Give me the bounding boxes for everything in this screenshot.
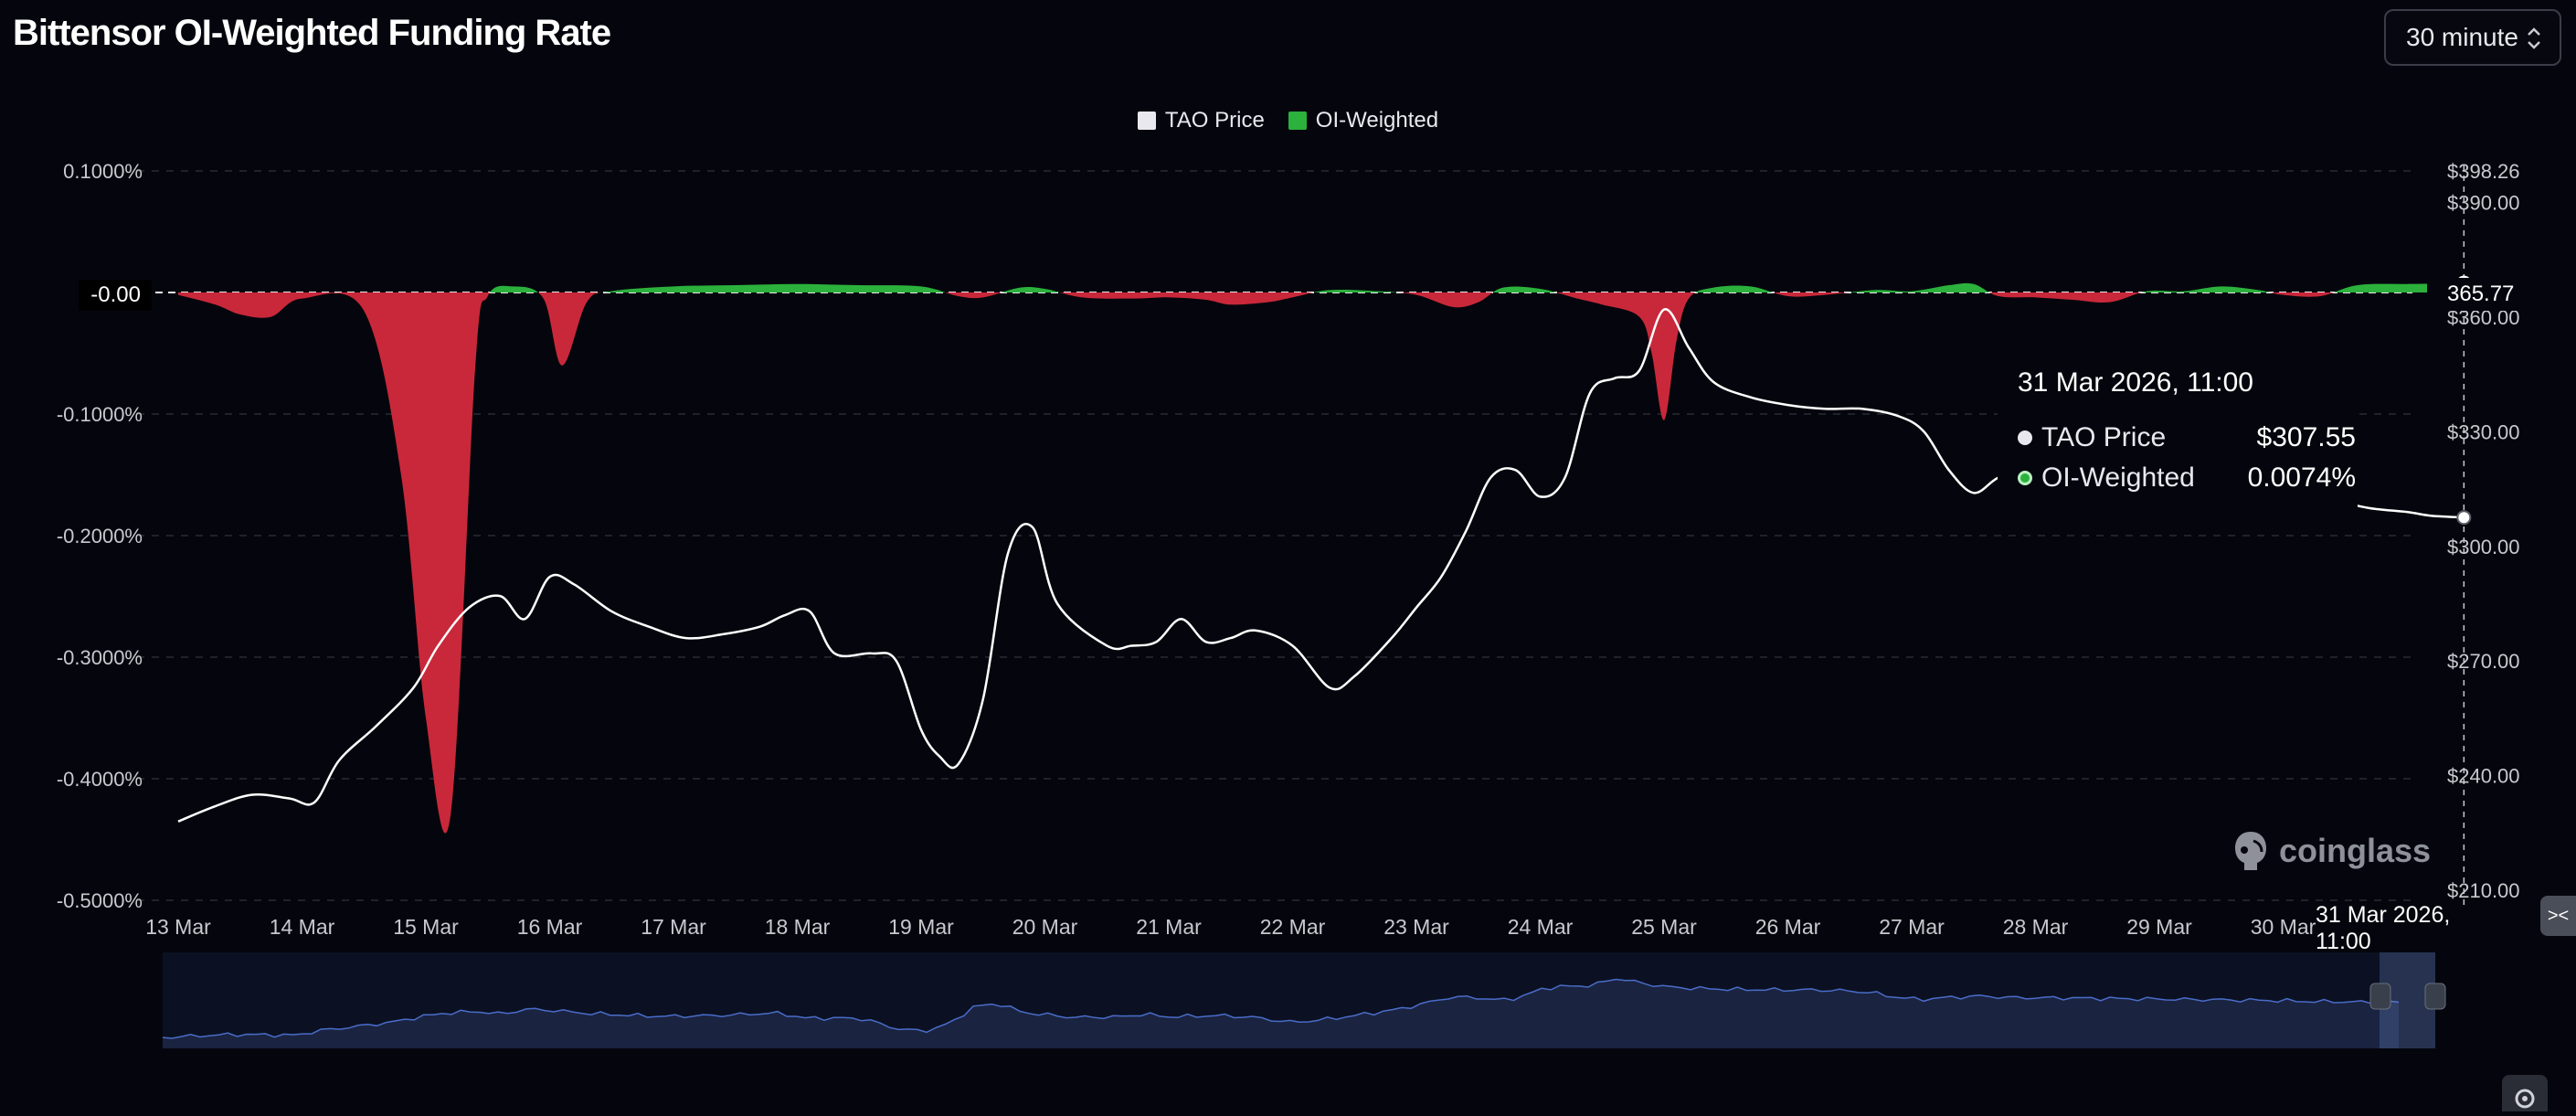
code-icon: >< <box>2547 905 2570 926</box>
legend-swatch-tao-price <box>1137 112 1156 130</box>
zero-line-label: -0.00 <box>79 280 152 311</box>
y-right-tick-label: $390.00 <box>2447 192 2520 215</box>
tooltip-value-oi-weighted: 0.0074% <box>2247 462 2356 493</box>
y-right-tick-label: $300.00 <box>2447 536 2520 558</box>
chevron-updown-icon <box>2528 27 2540 49</box>
x-tick-label: 28 Mar <box>2003 915 2069 939</box>
tooltip-row-tao-price: TAO Price $307.55 <box>2018 422 2356 453</box>
x-tick-label: 20 Mar <box>1012 915 1078 939</box>
y-left-tick-label: -0.2000% <box>57 525 143 547</box>
legend-label-tao-price: TAO Price <box>1164 108 1265 133</box>
interval-select-value: 30 minute <box>2406 23 2518 51</box>
chart-legend: TAO Price OI-Weighted <box>0 108 2576 133</box>
tooltip-time: 31 Mar 2026, 11:00 <box>2018 367 2253 398</box>
code-panel-toggle[interactable]: >< <box>2540 896 2576 936</box>
oi-weighted-negative-area <box>178 292 2465 834</box>
tooltip-value-tao-price: $307.55 <box>2256 422 2356 452</box>
x-tick-label: 21 Mar <box>1136 915 1202 939</box>
tooltip-dot-tao-price <box>2018 430 2032 445</box>
oi-weighted-positive-area <box>178 282 2465 292</box>
tooltip-label-oi-weighted: OI-Weighted <box>2041 462 2195 493</box>
tooltip-row-oi-weighted: OI-Weighted 0.0074% <box>2018 462 2356 494</box>
navigator-area <box>163 979 2399 1048</box>
crosshair-y-label: 365.77 <box>2427 278 2528 311</box>
interval-select[interactable]: 30 minute <box>2384 9 2561 66</box>
legend-item-tao-price[interactable]: TAO Price <box>1137 108 1265 133</box>
y-right-tick-label: $398.26 <box>2447 160 2520 183</box>
x-tick-label: 23 Mar <box>1383 915 1449 939</box>
y-right-tick-label: $210.00 <box>2447 879 2520 902</box>
x-tick-label: 14 Mar <box>270 915 335 939</box>
y-left-tick-label: 0.1000% <box>63 160 143 183</box>
x-tick-label: 15 Mar <box>393 915 459 939</box>
tooltip-dot-oi-weighted <box>2018 471 2032 485</box>
coinglass-logo: coinglass <box>2230 828 2431 874</box>
legend-swatch-oi-weighted <box>1288 112 1307 130</box>
brand-name: coinglass <box>2279 832 2432 869</box>
x-tick-label: 13 Mar <box>145 915 211 939</box>
y-left-tick-label: -0.5000% <box>57 889 143 912</box>
navigator-line <box>162 978 2400 1039</box>
x-tick-label: 22 Mar <box>1260 915 1326 939</box>
y-left-tick-label: -0.4000% <box>57 768 143 791</box>
x-tick-label: 27 Mar <box>1879 915 1945 939</box>
x-tick-label: 16 Mar <box>517 915 583 939</box>
x-tick-label: 18 Mar <box>765 915 831 939</box>
tooltip-label-tao-price: TAO Price <box>2041 422 2167 452</box>
legend-label-oi-weighted: OI-Weighted <box>1315 108 1439 133</box>
x-tick-label: 25 Mar <box>1631 915 1697 939</box>
page-title: Bittensor OI-Weighted Funding Rate <box>13 13 611 53</box>
y-left-tick-label: -0.1000% <box>57 403 143 426</box>
y-right-tick-label: $240.00 <box>2447 765 2520 788</box>
tao-price-marker <box>2456 510 2472 526</box>
x-tick-label: 19 Mar <box>888 915 954 939</box>
chart-tooltip: 31 Mar 2026, 11:00 TAO Price $307.55 OI-… <box>1998 355 2358 515</box>
x-tick-label: 24 Mar <box>1508 915 1574 939</box>
y-right-tick-label: $270.00 <box>2447 650 2520 673</box>
settings-button[interactable] <box>2502 1075 2548 1111</box>
x-tick-label: 29 Mar <box>2126 915 2192 939</box>
drag-handle-icon[interactable] <box>2369 983 2391 1010</box>
x-tick-label: 26 Mar <box>1755 915 1821 939</box>
x-tick-label: 30 Mar <box>2251 915 2316 939</box>
coinglass-logo-icon <box>2235 832 2266 870</box>
y-left-tick-label: -0.3000% <box>57 646 143 669</box>
drag-handle-icon[interactable] <box>2424 983 2446 1010</box>
x-tick-label: 17 Mar <box>641 915 706 939</box>
crosshair-x-label: 31 Mar 2026, 11:00 <box>2316 902 2511 954</box>
y-right-tick-label: $330.00 <box>2447 420 2520 443</box>
gear-icon <box>2515 1089 2535 1109</box>
legend-item-oi-weighted[interactable]: OI-Weighted <box>1288 108 1438 133</box>
